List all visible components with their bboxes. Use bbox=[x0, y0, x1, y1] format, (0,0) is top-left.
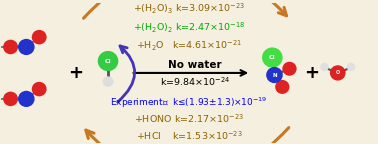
FancyArrowPatch shape bbox=[86, 128, 289, 144]
Text: O: O bbox=[336, 70, 340, 75]
FancyArrowPatch shape bbox=[118, 46, 135, 102]
Ellipse shape bbox=[102, 76, 113, 87]
FancyArrowPatch shape bbox=[84, 0, 287, 18]
Text: N: N bbox=[272, 73, 277, 77]
Ellipse shape bbox=[330, 65, 345, 81]
Text: Cl: Cl bbox=[269, 55, 276, 60]
Text: +H$_2$O   k=4.61×10$^{-21}$: +H$_2$O k=4.61×10$^{-21}$ bbox=[136, 39, 242, 53]
Ellipse shape bbox=[320, 63, 329, 71]
Ellipse shape bbox=[3, 40, 18, 54]
Text: +: + bbox=[68, 64, 84, 82]
Ellipse shape bbox=[18, 91, 35, 107]
Ellipse shape bbox=[347, 63, 355, 71]
Ellipse shape bbox=[266, 67, 283, 83]
Text: +(H$_2$O)$_3$ k=3.09×10$^{-23}$: +(H$_2$O)$_3$ k=3.09×10$^{-23}$ bbox=[133, 2, 245, 16]
Text: +HONO k=2.17×10$^{-23}$: +HONO k=2.17×10$^{-23}$ bbox=[134, 112, 244, 125]
Ellipse shape bbox=[98, 51, 118, 71]
Ellipse shape bbox=[32, 30, 46, 44]
Ellipse shape bbox=[275, 80, 290, 94]
Text: +: + bbox=[304, 64, 319, 82]
Text: Cl: Cl bbox=[105, 58, 112, 64]
Text: No water: No water bbox=[168, 60, 222, 70]
Ellipse shape bbox=[262, 48, 283, 68]
Text: +HCl    k=1.53×10$^{-23}$: +HCl k=1.53×10$^{-23}$ bbox=[136, 129, 242, 142]
Text: Experiment：  k≤(1.93±1.3)×10$^{-19}$: Experiment： k≤(1.93±1.3)×10$^{-19}$ bbox=[110, 95, 268, 110]
Ellipse shape bbox=[282, 62, 297, 76]
Ellipse shape bbox=[32, 82, 46, 96]
Text: k=9.84×10$^{-24}$: k=9.84×10$^{-24}$ bbox=[160, 76, 230, 88]
Ellipse shape bbox=[18, 39, 35, 55]
Text: +(H$_2$O)$_2$ k=2.47×10$^{-18}$: +(H$_2$O)$_2$ k=2.47×10$^{-18}$ bbox=[133, 21, 245, 35]
Ellipse shape bbox=[3, 92, 18, 106]
